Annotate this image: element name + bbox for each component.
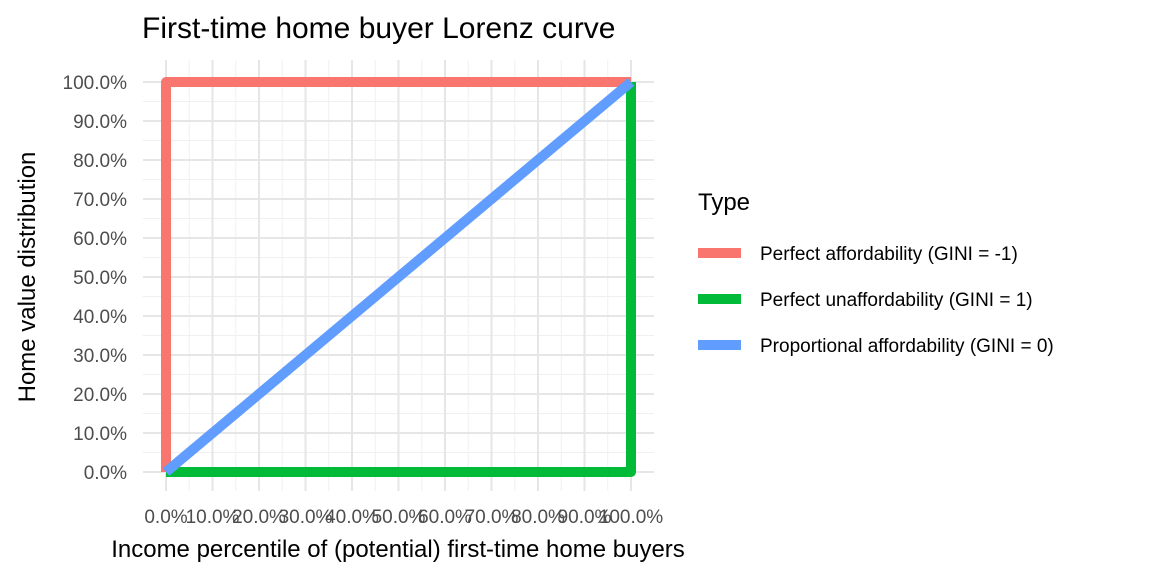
y-tick-label: 80.0% xyxy=(73,151,127,172)
series-line-2 xyxy=(166,82,636,477)
y-tick-label: 20.0% xyxy=(73,385,127,406)
x-tick-label: 70.0% xyxy=(465,507,519,528)
legend: Type Perfect affordability (GINI = -1)Pe… xyxy=(698,189,1054,357)
y-tick-label: 90.0% xyxy=(73,112,127,133)
x-tick-label: 20.0% xyxy=(232,507,286,528)
x-tick-label: 30.0% xyxy=(279,507,333,528)
legend-label: Proportional affordability (GINI = 0) xyxy=(760,336,1054,357)
y-tick-label: 0.0% xyxy=(84,463,127,484)
y-tick-label: 10.0% xyxy=(73,424,127,445)
legend-swatch xyxy=(698,294,741,304)
x-tick-label: 0.0% xyxy=(144,507,187,528)
x-tick-label: 10.0% xyxy=(186,507,240,528)
y-tick-label: 40.0% xyxy=(73,307,127,328)
legend-label: Perfect affordability (GINI = -1) xyxy=(760,244,1018,265)
x-tick-label: 80.0% xyxy=(511,507,565,528)
y-tick-label: 100.0% xyxy=(63,73,128,94)
x-tick-label: 40.0% xyxy=(325,507,379,528)
series-line-3 xyxy=(162,78,635,476)
legend-swatch xyxy=(698,248,741,258)
x-axis-title: Income percentile of (potential) first-t… xyxy=(111,536,685,563)
y-tick-label: 70.0% xyxy=(73,190,127,211)
legend-title: Type xyxy=(698,189,750,216)
legend-items: Perfect affordability (GINI = -1) Perfect… xyxy=(698,244,1054,357)
x-tick-label: 90.0% xyxy=(558,507,612,528)
y-tick-labels: 0.0% 10.0% 20.0% 30.0% 40.0% 50.0% 60.0% 70.0% 8… xyxy=(63,73,128,484)
x-tick-labels: 0.0%10.0%20.0%30.0%40.0%50.0%60.0%70.0%8… xyxy=(144,507,663,528)
x-tick-label: 60.0% xyxy=(418,507,472,528)
y-axis-title: Home value distribution xyxy=(14,152,41,403)
x-tick-label: 100.0% xyxy=(599,507,664,528)
legend-label: Perfect unaffordability (GINI = 1) xyxy=(760,290,1033,311)
y-tick-label: 50.0% xyxy=(73,268,127,289)
y-tick-label: 30.0% xyxy=(73,346,127,367)
legend-swatch xyxy=(698,340,741,350)
series-lines xyxy=(161,77,636,477)
series-line-1 xyxy=(161,77,631,472)
y-tick-label: 60.0% xyxy=(73,229,127,250)
x-tick-label: 50.0% xyxy=(372,507,426,528)
chart-title: First-time home buyer Lorenz curve xyxy=(142,12,616,45)
